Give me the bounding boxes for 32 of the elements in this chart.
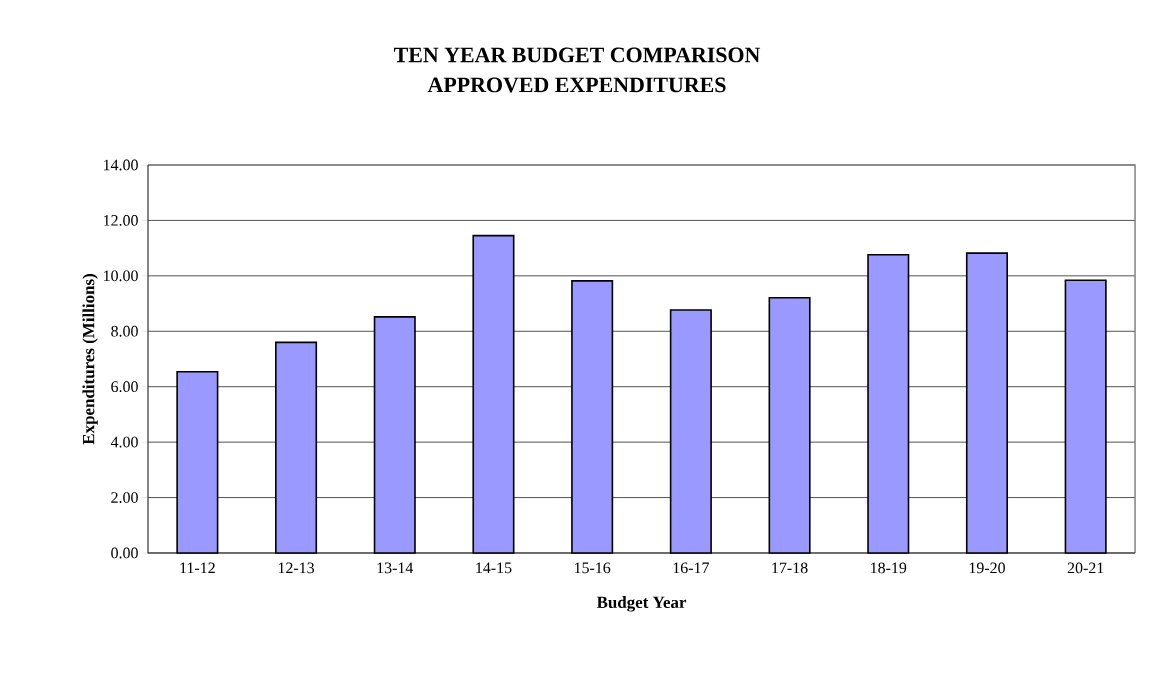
bar [373,316,416,554]
x-tick-label: 13-14 [377,562,414,574]
bar [965,252,1008,554]
y-tick-label: 10.00 [104,270,138,282]
y-tick-label: 12.00 [104,215,138,226]
y-tick-label: 14.00 [104,159,138,171]
y-axis-title: Expenditures (Millions) [82,274,98,445]
x-tick-label: 15-16 [574,562,611,574]
bar [275,341,318,554]
chart-subtitle: APPROVED EXPENDITURES [427,77,726,93]
y-tick-label: 2.00 [111,492,138,503]
y-tick-label: 8.00 [111,325,138,337]
bar [571,280,614,554]
x-tick-label: 14-15 [476,562,512,574]
y-tick-label: 6.00 [111,381,138,393]
x-tick-label: 20-21 [1067,562,1104,574]
chart-title: TEN YEAR BUDGET COMPARISON [393,47,761,63]
bar [472,234,515,554]
bar [867,253,910,554]
x-tick-label: 11-12 [180,562,215,574]
x-tick-label: 16-17 [673,562,710,574]
x-axis-title: Budget Year [596,596,687,612]
bar [176,370,219,554]
x-tick-label: 18-19 [871,562,907,574]
y-tick-label: 0.00 [111,547,138,559]
bar [1064,279,1107,554]
y-tick-label: 4.00 [110,436,138,448]
x-tick-label: 19-20 [969,562,1005,574]
x-tick-label: 12-13 [278,562,315,574]
bar [768,296,811,554]
bar [669,309,712,554]
x-tick-label: 17-18 [772,562,808,574]
